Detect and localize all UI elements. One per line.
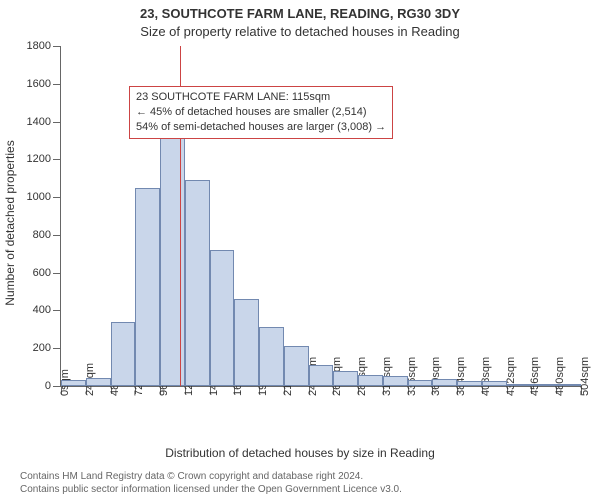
histogram-bar	[358, 375, 383, 386]
y-tick-label: 1000	[27, 191, 61, 203]
histogram-bar	[86, 378, 111, 387]
annotation-box: 23 SOUTHCOTE FARM LANE: 115sqm← 45% of d…	[129, 86, 393, 139]
histogram-bar	[408, 380, 433, 386]
footer-line-2: Contains public sector information licen…	[20, 483, 402, 496]
y-tick-label: 600	[33, 267, 61, 279]
histogram-bar	[432, 379, 457, 386]
histogram-bar	[61, 380, 86, 386]
plot-area: 0200400600800100012001400160018000sqm24s…	[60, 46, 581, 387]
x-axis-label: Distribution of detached houses by size …	[0, 446, 600, 460]
histogram-bar	[457, 381, 482, 386]
footer-line-1: Contains HM Land Registry data © Crown c…	[20, 470, 402, 483]
annotation-line: 54% of semi-detached houses are larger (…	[136, 120, 386, 135]
histogram-bar	[507, 384, 532, 386]
histogram-bar	[309, 365, 334, 386]
x-tick-label: 504sqm	[579, 357, 591, 396]
y-tick-label: 1800	[27, 40, 61, 52]
footer-attribution: Contains HM Land Registry data © Crown c…	[20, 470, 402, 496]
annotation-line: ← 45% of detached houses are smaller (2,…	[136, 105, 386, 120]
histogram-bar	[185, 180, 210, 386]
chart-title: 23, SOUTHCOTE FARM LANE, READING, RG30 3…	[0, 0, 600, 23]
y-tick-label: 200	[33, 342, 61, 354]
x-tick-label: 360sqm	[430, 357, 442, 396]
y-tick-label: 800	[33, 229, 61, 241]
y-tick-label: 1400	[27, 116, 61, 128]
chart-subtitle: Size of property relative to detached ho…	[0, 23, 600, 39]
histogram-bar	[383, 376, 408, 386]
histogram-bar	[482, 381, 507, 386]
histogram-bar	[333, 371, 358, 386]
y-tick-label: 1200	[27, 153, 61, 165]
x-tick-label: 432sqm	[505, 357, 517, 396]
histogram-bar	[259, 327, 284, 386]
histogram-bar	[210, 250, 235, 386]
histogram-bar	[160, 116, 185, 386]
x-tick-label: 480sqm	[554, 357, 566, 396]
y-tick-label: 1600	[27, 78, 61, 90]
x-tick-label: 384sqm	[455, 357, 467, 396]
y-axis-label: Number of detached properties	[3, 140, 17, 305]
histogram-bar	[111, 322, 136, 386]
histogram-bar	[531, 384, 556, 386]
y-tick-label: 400	[33, 304, 61, 316]
annotation-line: 23 SOUTHCOTE FARM LANE: 115sqm	[136, 90, 386, 105]
chart-container: 23, SOUTHCOTE FARM LANE, READING, RG30 3…	[0, 0, 600, 500]
histogram-bar	[234, 299, 259, 386]
x-tick-label: 408sqm	[480, 357, 492, 396]
histogram-bar	[135, 188, 160, 386]
x-tick-label: 456sqm	[529, 357, 541, 396]
histogram-bar	[556, 384, 581, 386]
histogram-bar	[284, 346, 309, 386]
